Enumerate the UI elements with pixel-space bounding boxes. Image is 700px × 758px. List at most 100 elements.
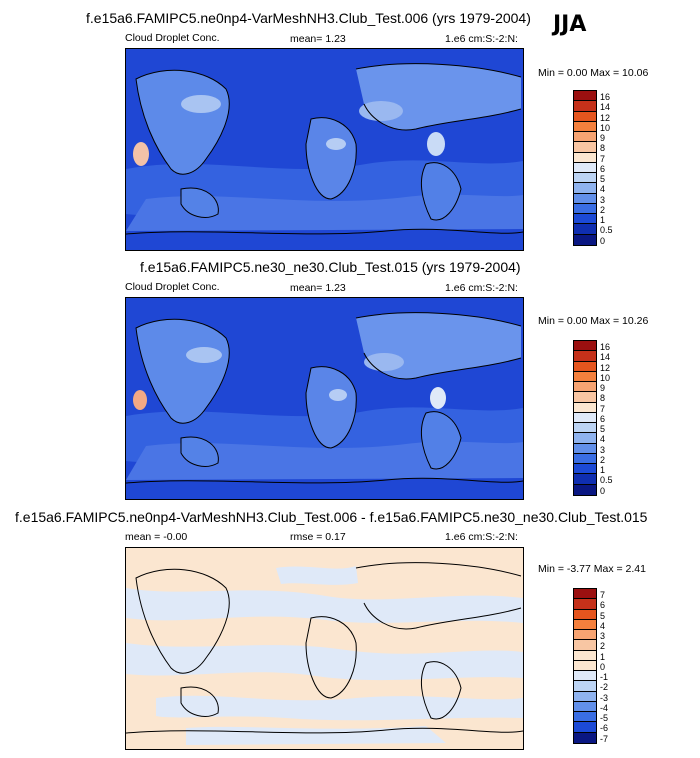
colorbar-swatch	[574, 640, 596, 651]
panel1-colorbar	[573, 90, 597, 246]
colorbar-tick-label: 16	[600, 342, 611, 352]
colorbar-swatch	[574, 681, 596, 692]
colorbar-tick-label: 6	[600, 413, 606, 424]
colorbar-swatch	[574, 341, 596, 352]
colorbar-tick-label: 5	[600, 424, 606, 435]
colorbar-tick-label: -5	[600, 713, 609, 724]
colorbar-tick-label: 3	[600, 194, 606, 205]
panel3-mean-label: mean = -0.00	[125, 531, 188, 543]
colorbar-swatch	[574, 630, 596, 641]
panel3-colorbar-labels: 7 6 5 4 3 2 1 0 -1 -2 -3 -4 -5 -6 -7	[600, 588, 640, 744]
colorbar-tick-label: 7	[600, 590, 606, 600]
colorbar-swatch	[574, 712, 596, 723]
colorbar-tick-label: 2	[600, 204, 606, 215]
colorbar-swatch	[574, 412, 596, 424]
colorbar-tick-label: 0	[600, 235, 606, 246]
colorbar-swatch	[574, 382, 596, 393]
colorbar-swatch	[574, 183, 596, 194]
colorbar-tick-label: 12	[600, 112, 611, 123]
colorbar-swatch	[574, 91, 596, 102]
panel2-map	[125, 297, 524, 500]
colorbar-swatch	[574, 193, 596, 204]
colorbar-tick-label: -1	[600, 672, 609, 683]
panel2-mean-label: mean= 1.23	[290, 282, 346, 294]
colorbar-swatch	[574, 484, 596, 495]
panel2-units-label: 1.e6 cm:S:-2:N:	[445, 282, 518, 294]
colorbar-tick-label: 6	[600, 600, 606, 611]
colorbar-tick-label: 4	[600, 184, 606, 195]
colorbar-tick-label: 0	[600, 485, 606, 496]
panel3-title: f.e15a6.FAMIPC5.ne0np4-VarMeshNH3.Club_T…	[15, 509, 648, 525]
colorbar-swatch	[574, 132, 596, 143]
colorbar-tick-label: 7	[600, 153, 606, 164]
colorbar-tick-label: -2	[600, 682, 609, 693]
colorbar-tick-label: 1	[600, 215, 606, 226]
colorbar-swatch	[574, 691, 596, 702]
panel1-colorbar-labels: 16 14 12 10 9 8 7 6 5 4 3 2 1 0.5 0	[600, 90, 640, 246]
colorbar-swatch	[574, 599, 596, 610]
colorbar-swatch	[574, 152, 596, 163]
colorbar-swatch	[574, 224, 596, 235]
colorbar-tick-label: 12	[600, 362, 611, 373]
colorbar-tick-label: 14	[600, 102, 611, 113]
colorbar-tick-label: 7	[600, 403, 606, 414]
panel2-colorbar-labels: 16 14 12 10 9 8 7 6 5 4 3 2 1 0.5 0	[600, 340, 640, 496]
colorbar-tick-label: 3	[600, 631, 606, 642]
colorbar-tick-label: 0	[600, 661, 606, 672]
colorbar-swatch	[574, 214, 596, 225]
panel1-variable-label: Cloud Droplet Conc.	[125, 32, 220, 44]
colorbar-swatch	[574, 361, 596, 372]
colorbar-swatch	[574, 609, 596, 620]
colorbar-swatch	[574, 732, 596, 743]
colorbar-tick-label: 10	[600, 372, 611, 383]
colorbar-tick-label: -6	[600, 723, 609, 734]
colorbar-swatch	[574, 234, 596, 245]
colorbar-swatch	[574, 111, 596, 122]
colorbar-swatch	[574, 203, 596, 215]
colorbar-swatch	[574, 121, 596, 133]
colorbar-swatch	[574, 650, 596, 661]
colorbar-tick-label: 14	[600, 352, 611, 363]
colorbar-tick-label: 2	[600, 454, 606, 465]
colorbar-swatch	[574, 589, 596, 600]
panel2-colorbar	[573, 340, 597, 496]
panel1-map	[125, 48, 524, 251]
colorbar-tick-label: 10	[600, 122, 611, 133]
colorbar-swatch	[574, 474, 596, 485]
colorbar-tick-label: 8	[600, 393, 606, 404]
colorbar-swatch	[574, 433, 596, 444]
panel2-title: f.e15a6.FAMIPC5.ne30_ne30.Club_Test.015 …	[140, 259, 521, 275]
colorbar-tick-label: 5	[600, 174, 606, 185]
panel1-units-label: 1.e6 cm:S:-2:N:	[445, 33, 518, 45]
panel3-rmse-label: rmse = 0.17	[290, 531, 346, 543]
colorbar-tick-label: 4	[600, 434, 606, 445]
colorbar-swatch	[574, 101, 596, 112]
panel3-minmax-label: Min = -3.77 Max = 2.41	[538, 563, 646, 575]
panel3-units-label: 1.e6 cm:S:-2:N:	[445, 531, 518, 543]
colorbar-swatch	[574, 619, 596, 631]
colorbar-tick-label: -3	[600, 692, 609, 703]
colorbar-tick-label: 1	[600, 651, 606, 662]
colorbar-tick-label: 0.5	[600, 475, 613, 486]
colorbar-swatch	[574, 701, 596, 713]
panel1-mean-label: mean= 1.23	[290, 33, 346, 45]
colorbar-tick-label: 6	[600, 163, 606, 174]
colorbar-swatch	[574, 464, 596, 475]
colorbar-swatch	[574, 371, 596, 383]
panel2-variable-label: Cloud Droplet Conc.	[125, 281, 220, 293]
colorbar-swatch	[574, 162, 596, 174]
panel1-minmax-label: Min = 0.00 Max = 10.06	[538, 67, 649, 79]
colorbar-swatch	[574, 671, 596, 682]
colorbar-tick-label: 16	[600, 92, 611, 102]
colorbar-tick-label: 8	[600, 143, 606, 154]
colorbar-swatch	[574, 453, 596, 465]
colorbar-tick-label: 2	[600, 641, 606, 652]
colorbar-tick-label: 5	[600, 610, 606, 621]
colorbar-swatch	[574, 722, 596, 733]
colorbar-tick-label: 0.5	[600, 225, 613, 236]
colorbar-tick-label: 3	[600, 444, 606, 455]
panel3-map	[125, 547, 524, 750]
colorbar-swatch	[574, 660, 596, 672]
colorbar-tick-label: 4	[600, 620, 606, 631]
season-label: JJA	[553, 12, 587, 37]
